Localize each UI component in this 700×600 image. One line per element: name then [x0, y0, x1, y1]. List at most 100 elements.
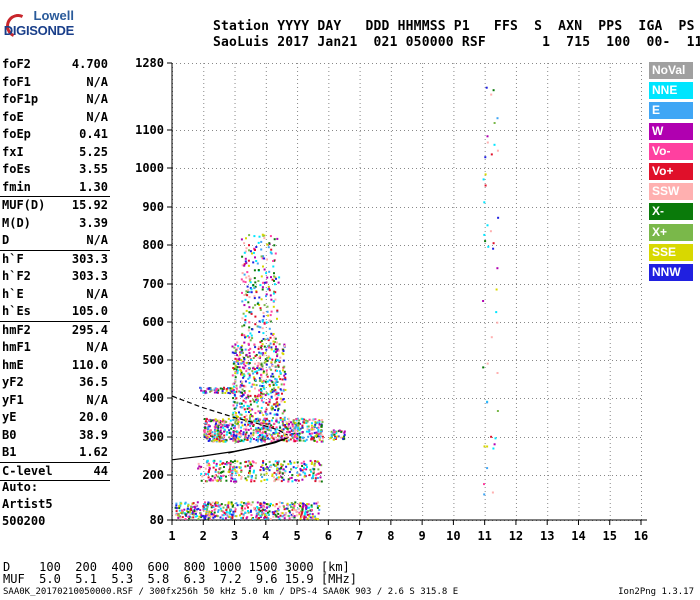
grid-dot	[265, 371, 267, 372]
echo-point	[247, 395, 250, 398]
grid-dot	[265, 103, 267, 104]
grid-dot	[297, 507, 299, 508]
grid-dot	[547, 175, 549, 176]
echo-point	[240, 359, 243, 361]
x-tick-label: 15	[603, 529, 617, 543]
grid-dot	[204, 245, 205, 246]
echo-point	[266, 310, 269, 313]
echo-point	[257, 269, 260, 271]
echo-point	[257, 428, 260, 431]
grid-dot	[480, 322, 481, 323]
grid-dot	[297, 451, 299, 452]
grid-dot	[297, 187, 299, 188]
grid-dot	[456, 130, 457, 131]
echo-point	[275, 413, 278, 416]
grid-dot	[328, 175, 330, 176]
echo-point	[174, 506, 177, 509]
grid-dot	[265, 283, 267, 284]
grid-dot	[234, 275, 236, 276]
grid-dot	[264, 207, 265, 208]
grid-dot	[448, 207, 449, 208]
grid-dot	[400, 207, 401, 208]
grid-dot	[328, 322, 329, 323]
echo-point	[274, 429, 277, 432]
grid-dot	[203, 267, 205, 268]
grid-dot	[640, 398, 641, 399]
grid-dot	[308, 398, 309, 399]
echo-point	[183, 512, 186, 515]
grid-dot	[536, 322, 537, 323]
grid-dot	[484, 219, 486, 220]
echo-point	[236, 404, 238, 407]
grid-dot	[265, 415, 267, 416]
grid-dot	[297, 111, 299, 112]
scaled-parameters-panel: foF2 4.700 foF1 N/A foF1p N/A foE N/A foEp 0.41 fx…	[0, 56, 112, 481]
grid-dot	[460, 63, 461, 64]
echo-point	[240, 346, 243, 349]
grid-dot	[352, 475, 353, 476]
grid-dot	[203, 459, 205, 460]
grid-dot	[203, 315, 205, 316]
grid-dot	[547, 159, 549, 160]
echo-point	[307, 503, 310, 506]
grid-dot	[422, 483, 424, 484]
grid-dot	[297, 467, 299, 468]
grid-dot	[484, 471, 486, 472]
grid-dot	[216, 207, 217, 208]
grid-dot	[359, 299, 361, 300]
grid-dot	[560, 437, 561, 438]
echo-point	[251, 408, 254, 411]
grid-dot	[196, 284, 197, 285]
echo-point	[302, 421, 305, 424]
grid-dot	[422, 243, 424, 244]
echo-point	[271, 372, 274, 375]
grid-dot	[196, 398, 197, 399]
grid-dot	[328, 455, 330, 456]
grid-dot	[628, 130, 629, 131]
echo-point	[231, 351, 234, 354]
grid-dot	[444, 437, 445, 438]
echo-point	[276, 317, 278, 320]
grid-dot	[328, 99, 330, 100]
grid-dot	[212, 63, 213, 64]
grid-dot	[359, 263, 361, 264]
echo-point	[249, 339, 252, 342]
grid-dot	[220, 168, 221, 169]
grid-dot	[359, 507, 361, 508]
grid-dot	[453, 483, 455, 484]
grid-dot	[641, 207, 642, 208]
grid-dot	[359, 191, 361, 192]
grid-dot	[412, 360, 413, 361]
grid-dot	[609, 515, 611, 516]
grid-dot	[632, 437, 633, 438]
echo-point	[272, 504, 274, 507]
echo-point	[248, 244, 250, 247]
grid-dot	[484, 367, 486, 368]
echo-point	[265, 369, 268, 372]
param-name: B0	[2, 427, 17, 442]
param-row: yF2 36.5	[0, 374, 112, 392]
grid-dot	[422, 163, 424, 164]
echo-point	[245, 431, 248, 434]
grid-dot	[234, 403, 236, 404]
grid-dot	[468, 245, 469, 246]
grid-dot	[304, 398, 305, 399]
echo-point	[248, 321, 251, 324]
echo-point	[253, 377, 256, 380]
grid-dot	[400, 130, 401, 131]
grid-dot	[484, 363, 486, 364]
grid-dot	[532, 130, 533, 131]
grid-dot	[641, 187, 642, 188]
echo-point	[320, 424, 323, 427]
grid-dot	[515, 163, 517, 164]
echo-point	[253, 343, 256, 346]
grid-dot	[609, 383, 611, 384]
echo-point	[275, 351, 277, 354]
grid-dot	[297, 135, 299, 136]
echo-point	[249, 281, 252, 284]
grid-dot	[203, 335, 205, 336]
echo-point	[244, 433, 247, 436]
grid-dot	[203, 135, 205, 136]
echo-point	[220, 432, 223, 435]
grid-dot	[476, 168, 477, 169]
